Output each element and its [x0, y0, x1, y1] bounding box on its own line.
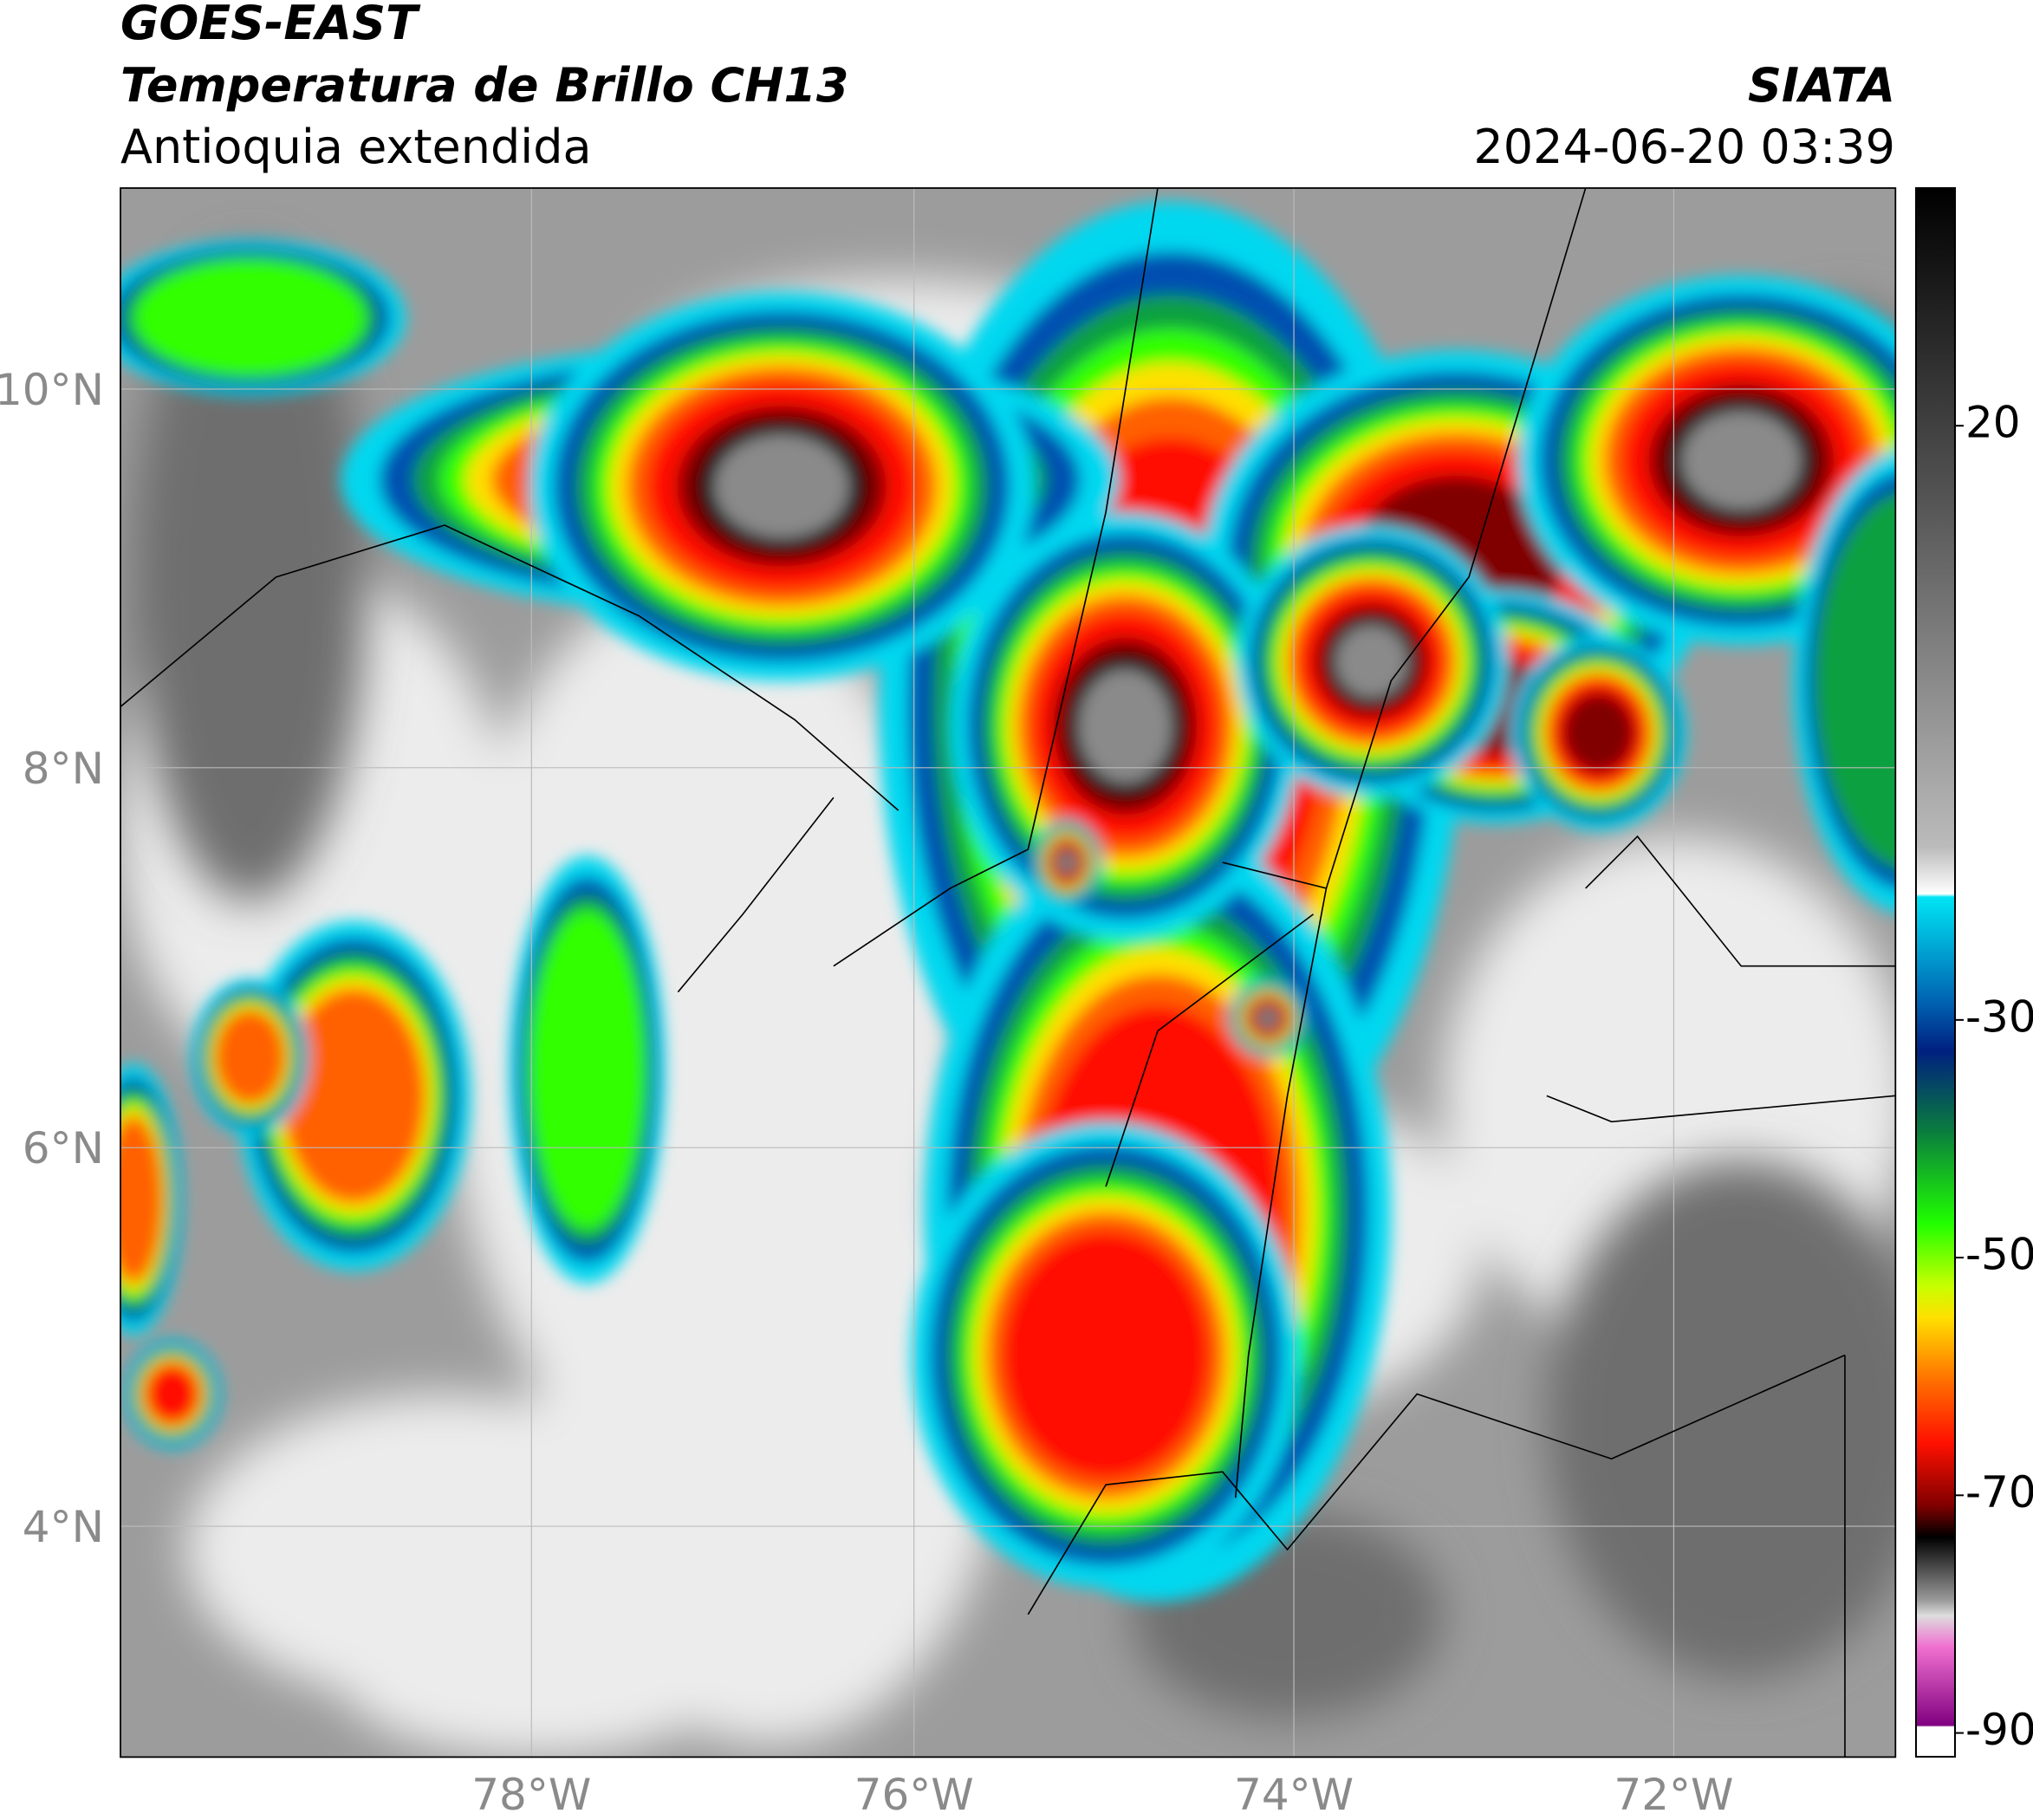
lon-label: 76°W [854, 1770, 974, 1820]
storms [120, 200, 1896, 1602]
colorbar-tick-label: -70 [1965, 1467, 2033, 1518]
storm-ring [214, 1009, 286, 1105]
storm-core [1057, 850, 1076, 874]
border [1325, 188, 1587, 889]
lat-label: 8°N [23, 744, 104, 794]
lat-label: 10°N [0, 365, 104, 415]
storm-ring [282, 988, 425, 1204]
lon-label: 78°W [471, 1770, 591, 1820]
colorbar-tick-label: -90 [1965, 1705, 2033, 1755]
agency: SIATA [1748, 58, 1895, 113]
satellite-title: GOES-EAST [120, 0, 421, 50]
storm-core [1681, 411, 1802, 510]
clear-patch [341, 1601, 731, 1758]
storm-core [1335, 625, 1408, 699]
border [677, 796, 835, 993]
border [1585, 835, 1896, 967]
colorbar-tick-label: 20 [1965, 398, 2021, 448]
lon-label: 74°W [1234, 1770, 1354, 1820]
colorbar-tick-label: -50 [1965, 1230, 2033, 1280]
gray-patch [133, 252, 367, 901]
border [833, 188, 1159, 967]
lat-label: 6°N [23, 1123, 104, 1173]
storm-ring [133, 259, 367, 376]
colorbar-tick-label: -30 [1965, 991, 2033, 1042]
border [1027, 1354, 1846, 1615]
storm-ring [1562, 692, 1635, 773]
storm-ring [1815, 493, 1896, 869]
border [1105, 913, 1314, 1187]
lon-label: 72°W [1614, 1770, 1733, 1820]
storm-ring [1002, 1230, 1210, 1480]
storm-ring [146, 1364, 198, 1423]
product-title: Temperatura de Brillo CH13 [120, 58, 849, 113]
gray-patch [1546, 1160, 1896, 1680]
border [1222, 861, 1328, 1498]
border [1546, 1095, 1896, 1123]
region-subtitle: Antioquia extendida [120, 120, 592, 174]
storm-core [1078, 669, 1172, 783]
datetime: 2024-06-20 03:39 [1473, 120, 1895, 174]
lat-label: 4°N [23, 1502, 104, 1552]
storm-core [714, 434, 849, 538]
storm-core [1257, 1007, 1279, 1029]
border [120, 524, 900, 811]
map [120, 187, 1897, 1758]
map-frame [120, 187, 1897, 1758]
storm-ring [120, 1115, 164, 1284]
colorbar [1915, 187, 1956, 1758]
storm-ring [529, 910, 646, 1230]
